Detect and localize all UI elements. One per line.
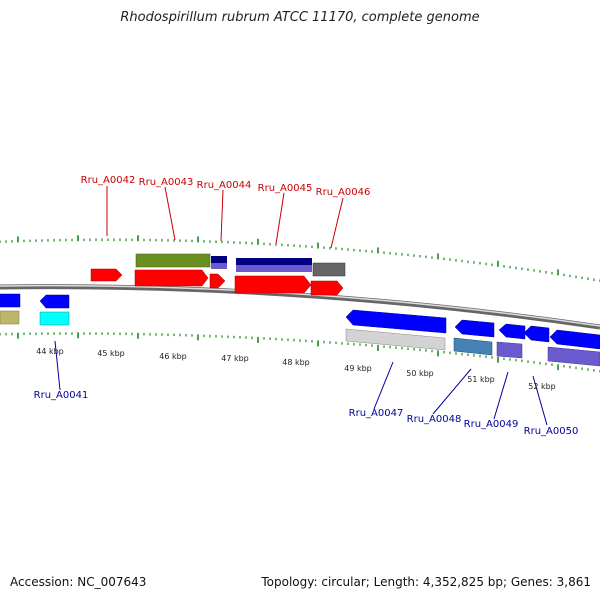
gene-label-rru-a0047[interactable]: Rru_A0047 xyxy=(349,408,404,419)
scale-label-51kbp: 51 kbp xyxy=(467,375,495,384)
leader-line-rru-a0046 xyxy=(330,197,344,249)
scale-label-48kbp: 48 kbp xyxy=(282,358,310,367)
gene-label-rru-a0045[interactable]: Rru_A0045 xyxy=(258,183,313,194)
cog-bar-rru-a0048[interactable] xyxy=(453,337,493,356)
genome-backbone xyxy=(0,284,600,330)
leader-line-rru-a0044 xyxy=(220,189,224,242)
gene-label-rru-a0044[interactable]: Rru_A0044 xyxy=(197,180,252,191)
leader-line-rru-a0041 xyxy=(54,340,61,391)
leader-line-rru-a0045 xyxy=(275,192,285,245)
outer-tick-row xyxy=(0,235,600,282)
cog-bar-rru-a0044-a[interactable] xyxy=(211,256,227,263)
gene-label-rru-a0041[interactable]: Rru_A0041 xyxy=(34,390,89,401)
scale-label-49kbp: 49 kbp xyxy=(344,364,372,373)
gene-arrow-rru-a0045[interactable] xyxy=(234,275,312,294)
scale-label-44kbp: 44 kbp xyxy=(36,347,64,356)
gene-arrow-left-partial[interactable] xyxy=(0,293,21,308)
cog-bar-rru-a0041[interactable] xyxy=(39,311,70,326)
accession-text: Accession: NC_007643 xyxy=(10,575,147,589)
gene-label-rru-a0043[interactable]: Rru_A0043 xyxy=(139,177,194,188)
cog-bar-rru-a0045-a[interactable] xyxy=(236,258,312,265)
gene-arrow-rru-a0042[interactable] xyxy=(90,268,123,282)
gene-arrow-rru-a0049-b[interactable] xyxy=(523,325,550,343)
scale-label-45kbp: 45 kbp xyxy=(97,349,125,358)
cog-bar-rru-a0050[interactable] xyxy=(547,346,600,367)
map-title: Rhodospirillum rubrum ATCC 11170, comple… xyxy=(120,10,480,25)
gene-label-rru-a0049[interactable]: Rru_A0049 xyxy=(464,419,519,430)
genome-backbone-highlight xyxy=(0,284,600,327)
cog-bar-rru-a0046[interactable] xyxy=(312,262,346,277)
gene-label-rru-a0042[interactable]: Rru_A0042 xyxy=(81,175,136,186)
gene-arrow-rru-a0048[interactable] xyxy=(454,319,495,338)
gene-label-rru-a0048[interactable]: Rru_A0048 xyxy=(407,414,462,425)
gene-arrow-rru-a0047[interactable] xyxy=(345,309,447,334)
inner-tick-row xyxy=(0,332,600,373)
cog-bar-rru-a0044-b[interactable] xyxy=(211,263,227,269)
gene-arrow-rru-a0046[interactable] xyxy=(310,280,344,296)
leader-line-rru-a0047 xyxy=(373,361,394,410)
scale-label-47kbp: 47 kbp xyxy=(221,354,249,363)
cog-bar-rru-a0049[interactable] xyxy=(496,341,523,359)
cog-bar-rru-a0045-b[interactable] xyxy=(236,265,312,272)
leader-line-rru-a0043 xyxy=(164,186,176,241)
leader-line-rru-a0048 xyxy=(432,368,472,415)
scale-label-52kbp: 52 kbp xyxy=(528,382,556,391)
gene-label-rru-a0046[interactable]: Rru_A0046 xyxy=(316,187,371,198)
leader-line-rru-a0050 xyxy=(532,375,548,426)
gene-arrow-rru-a0049-a[interactable] xyxy=(498,323,526,340)
cog-bar-rru-a0043[interactable] xyxy=(135,253,211,268)
cog-bar-rru-a0047[interactable] xyxy=(345,328,446,351)
scale-label-50kbp: 50 kbp xyxy=(406,369,434,378)
genome-summary-text: Topology: circular; Length: 4,352,825 bp… xyxy=(261,575,591,589)
gene-label-rru-a0050[interactable]: Rru_A0050 xyxy=(524,426,579,437)
gene-arrow-rru-a0043[interactable] xyxy=(134,269,209,287)
gene-arrow-rru-a0044[interactable] xyxy=(209,273,226,289)
cog-bar-left-partial[interactable] xyxy=(0,310,20,325)
leader-line-rru-a0049 xyxy=(493,371,509,420)
gene-arrow-rru-a0050[interactable] xyxy=(549,329,600,350)
scale-label-46kbp: 46 kbp xyxy=(159,352,187,361)
gene-arrow-rru-a0041[interactable] xyxy=(39,294,70,309)
